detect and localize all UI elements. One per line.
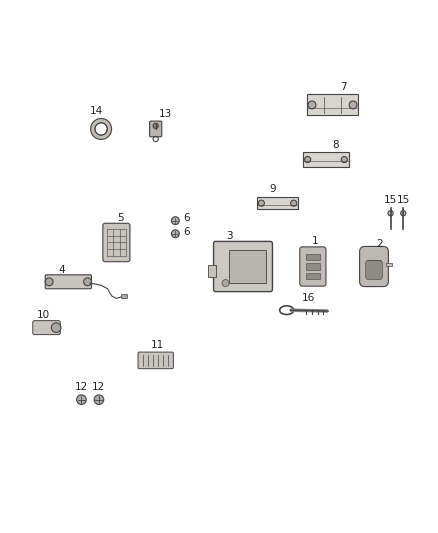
FancyBboxPatch shape bbox=[150, 121, 162, 137]
FancyBboxPatch shape bbox=[214, 241, 272, 292]
Text: 14: 14 bbox=[90, 106, 103, 116]
FancyBboxPatch shape bbox=[45, 275, 92, 289]
Bar bbox=[306, 254, 320, 260]
Text: 9: 9 bbox=[270, 184, 276, 194]
Bar bbox=[258, 197, 297, 209]
Circle shape bbox=[171, 217, 179, 224]
Text: 13: 13 bbox=[159, 109, 172, 119]
Text: 1: 1 bbox=[312, 236, 318, 246]
Circle shape bbox=[401, 211, 406, 216]
Circle shape bbox=[94, 395, 104, 405]
Circle shape bbox=[91, 118, 112, 140]
Text: 6: 6 bbox=[183, 227, 190, 237]
Circle shape bbox=[77, 395, 86, 405]
Bar bbox=[208, 265, 215, 277]
Text: 3: 3 bbox=[226, 231, 233, 241]
Text: 6: 6 bbox=[183, 214, 190, 223]
Circle shape bbox=[308, 101, 316, 109]
Text: 4: 4 bbox=[59, 264, 65, 274]
Circle shape bbox=[388, 211, 393, 216]
Circle shape bbox=[258, 200, 265, 206]
Circle shape bbox=[45, 278, 53, 286]
Bar bbox=[229, 250, 266, 283]
Bar bbox=[307, 94, 357, 116]
Circle shape bbox=[84, 278, 92, 286]
Text: 15: 15 bbox=[397, 195, 410, 205]
FancyBboxPatch shape bbox=[366, 261, 382, 280]
Circle shape bbox=[171, 230, 179, 238]
Text: 2: 2 bbox=[376, 239, 382, 249]
FancyBboxPatch shape bbox=[300, 247, 326, 286]
Circle shape bbox=[51, 323, 61, 333]
Text: 16: 16 bbox=[302, 293, 315, 303]
Bar bbox=[121, 294, 127, 298]
FancyBboxPatch shape bbox=[360, 246, 389, 287]
Text: 7: 7 bbox=[340, 83, 347, 93]
Circle shape bbox=[304, 157, 311, 163]
Text: 8: 8 bbox=[332, 140, 339, 150]
Bar bbox=[303, 152, 349, 167]
Text: 11: 11 bbox=[151, 340, 165, 350]
Text: 5: 5 bbox=[117, 213, 124, 223]
FancyBboxPatch shape bbox=[138, 352, 173, 369]
Circle shape bbox=[341, 157, 347, 163]
Circle shape bbox=[290, 200, 297, 206]
Text: 15: 15 bbox=[384, 195, 397, 205]
Text: 12: 12 bbox=[75, 382, 88, 392]
Bar bbox=[386, 263, 392, 266]
Circle shape bbox=[153, 123, 158, 128]
Circle shape bbox=[95, 123, 107, 135]
Text: 12: 12 bbox=[92, 382, 106, 392]
Circle shape bbox=[349, 101, 357, 109]
FancyBboxPatch shape bbox=[103, 223, 130, 262]
FancyBboxPatch shape bbox=[33, 321, 60, 335]
Bar bbox=[306, 263, 320, 270]
Text: 10: 10 bbox=[36, 310, 49, 320]
Bar bbox=[306, 273, 320, 279]
Circle shape bbox=[222, 280, 229, 287]
